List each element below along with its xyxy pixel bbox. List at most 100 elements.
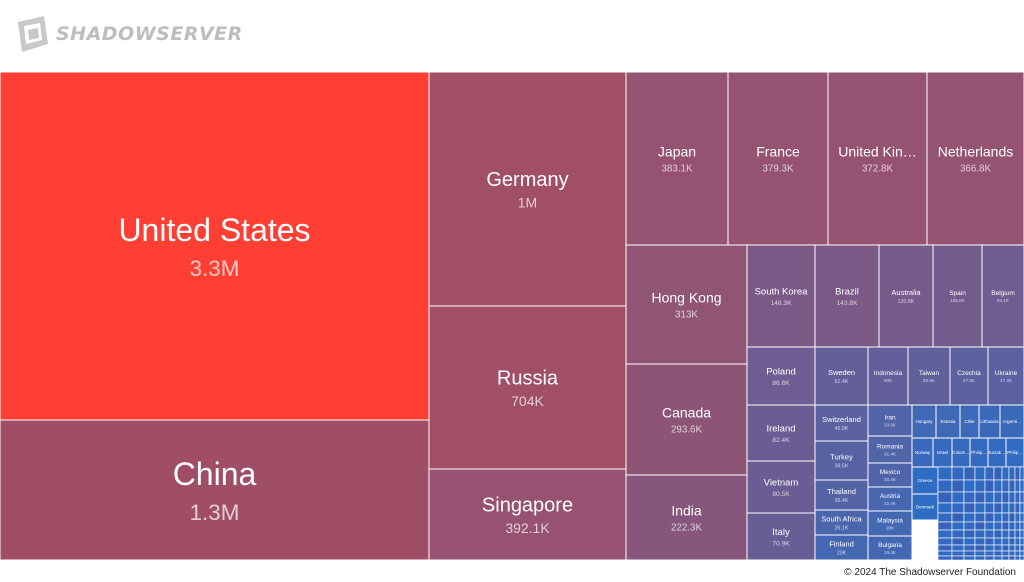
treemap-cell-singapore[interactable]: Singapore 392.1K [428,468,627,560]
treemap-small-rect [974,550,986,557]
treemap-small-rect [1014,537,1021,546]
treemap-cell-italy[interactable]: Italy 70.9K [746,512,816,560]
treemap-cell-australia[interactable]: Australia 120.8K [878,244,934,348]
treemap-cell-greece[interactable]: Greece [911,466,939,495]
treemap-cell-norway[interactable]: Norway [911,437,934,468]
treemap-small-rect [1008,529,1016,539]
treemap-rect [746,244,816,348]
cell-label: Russia [497,368,559,390]
treemap-cell-estonia[interactable]: Estonia [935,404,961,439]
treemap-small-rect [1019,512,1024,523]
treemap-cell-finland[interactable]: Finland 20K [814,534,869,560]
cell-label: Poland [766,367,796,378]
treemap-cell-ireland[interactable]: Ireland 82.4K [746,404,816,462]
treemap-small-rect [937,537,953,546]
treemap-small-rect [963,512,976,523]
treemap-rect [0,72,430,421]
treemap-cell-philip[interactable]: Philip… [969,437,989,468]
treemap-cell-japan[interactable]: Japan 383.1K [625,72,729,246]
treemap-small-rect [993,550,1003,557]
cell-label: Vietnam [764,478,799,489]
treemap-cell-switzerland[interactable]: Switzerland 46.9K [814,404,869,442]
cell-label: Japan [658,143,696,159]
treemap-small-rect [984,550,995,557]
cell-value: 80.5K [772,491,790,498]
treemap-small-rect [951,544,965,552]
treemap-cell-sweden[interactable]: Sweden 61.4K [814,346,869,406]
treemap-rect [867,404,913,437]
treemap-cell-kazak[interactable]: Kazak… [987,437,1007,468]
cell-label: Ukraine [995,370,1018,377]
treemap-cell-united-kin[interactable]: United Kin… 372.8K [827,72,928,246]
treemap-cell-poland[interactable]: Poland 86.8K [746,346,816,406]
treemap-cell-philip[interactable]: Philip… [1005,437,1024,468]
treemap-small-rect [1014,550,1021,557]
treemap-small-rect [1001,466,1010,481]
treemap-cell-south-africa[interactable]: South Africa 26.1K [814,509,869,536]
treemap-cell-colom[interactable]: Colom… [951,437,971,468]
treemap-cell-brazil[interactable]: Brazil 143.8K [814,244,880,348]
treemap-cell-russia[interactable]: Russia 704K [428,305,627,470]
cell-value: 1M [518,195,537,211]
treemap-cell-united-states[interactable]: United States 3.3M [0,72,430,421]
treemap-small-rect [963,502,976,514]
treemap-small-rect [1019,479,1024,493]
treemap-cell-lithuania[interactable]: Lithuania [978,404,1001,439]
treemap-cell-netherlands[interactable]: Netherlands 366.8K [926,72,1024,246]
treemap-cell-argenti[interactable]: Argenti… [999,404,1024,439]
cell-value: 82.4K [772,437,790,444]
treemap-small-rect [1001,550,1010,557]
cell-value: 22.4K [884,501,896,506]
treemap-rect [935,404,961,439]
treemap-cell-thailand[interactable]: Thailand 35.4K [814,479,869,511]
cell-label: South Korea [755,287,809,298]
treemap-cell-vietnam[interactable]: Vietnam 80.5K [746,460,816,514]
treemap-small-rect [951,479,965,493]
treemap-cell-south-korea[interactable]: South Korea 148.3K [746,244,816,348]
cell-label: United States [118,212,310,248]
cell-label: Turkey [830,452,853,461]
treemap-small-rect [937,502,953,514]
treemap-small-rect [974,521,986,531]
treemap-small-rect [963,466,976,481]
treemap-small-rect [1014,502,1021,514]
treemap-rect [814,509,869,536]
treemap-small-rect [974,544,986,552]
cell-value: 94.1K [997,298,1009,303]
cell-value: 20K [886,526,894,531]
treemap-cell-chile[interactable]: Chile [959,404,980,439]
treemap-small-rect [984,544,995,552]
cell-value: 143.8K [836,300,858,307]
cell-label: Switzerland [822,415,861,424]
treemap-cell-hungary[interactable]: Hungary [911,404,937,439]
logo[interactable]: SHADOWSERVER [14,14,243,54]
treemap-small-rect [937,479,953,493]
cell-label: Lithuania [980,419,999,424]
treemap-cell-denmark[interactable]: Denmark [911,493,939,521]
treemap-rect [746,460,816,514]
treemap-cell-israel[interactable]: Israel [932,437,953,468]
treemap-small-rect [951,555,965,560]
treemap-small-rect [984,466,995,481]
treemap-cell-canada[interactable]: Canada 293.6K [625,363,748,476]
treemap-cell-turkey[interactable]: Turkey 39.5K [814,440,869,481]
treemap-cell-china[interactable]: China 1.3M [0,419,430,560]
treemap-small-rect [963,521,976,531]
treemap-cell-india[interactable]: India 222.3K [625,474,748,560]
treemap-cell-hong-kong[interactable]: Hong Kong 313K [625,244,748,365]
treemap-cell-germany[interactable]: Germany 1M [428,72,627,307]
treemap-small-rect [1019,555,1024,560]
treemap-cell-france[interactable]: France 379.3K [727,72,829,246]
